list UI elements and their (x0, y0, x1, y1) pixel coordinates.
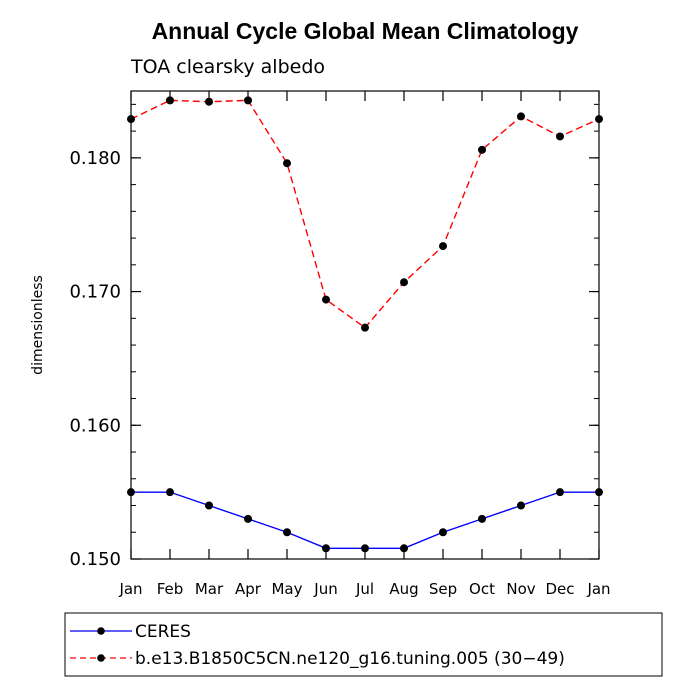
data-point (244, 514, 252, 523)
y-tick-label: 0.170 (69, 282, 121, 303)
data-point (595, 488, 603, 497)
data-point (478, 514, 486, 523)
y-tick-label: 0.160 (69, 415, 121, 436)
x-tick-label: Jul (355, 580, 374, 598)
chart-subtitle: TOA clearsky albedo (130, 56, 325, 78)
x-tick-label: Mar (195, 580, 224, 598)
data-point (361, 323, 369, 332)
data-point (127, 115, 135, 124)
legend-marker-model (97, 654, 105, 662)
chart-title: Annual Cycle Global Mean Climatology (152, 18, 579, 44)
data-point (478, 145, 486, 154)
data-point (556, 488, 564, 497)
data-point (439, 242, 447, 251)
data-point (283, 528, 291, 537)
data-point (400, 544, 408, 553)
series-line-0 (131, 491, 599, 549)
data-point (439, 528, 447, 537)
y-tick-labels: 0.150 0.160 0.170 0.180 (69, 148, 121, 570)
data-point (283, 159, 291, 168)
data-point (205, 97, 213, 106)
series-group (127, 96, 603, 553)
x-tick-label: Jan (118, 580, 142, 598)
legend-label-ceres: CERES (135, 622, 191, 642)
legend-box (64, 612, 663, 677)
legend-marker-ceres (97, 627, 105, 635)
data-point (322, 544, 330, 553)
y-tick-label: 0.150 (69, 549, 121, 570)
series-line-1 (130, 99, 600, 329)
data-point (400, 278, 408, 287)
y-axis-label: dimensionless (30, 275, 46, 375)
data-point (205, 501, 213, 510)
x-tick-label: Jun (313, 580, 337, 598)
x-tick-label: Aug (389, 580, 418, 598)
data-point (556, 132, 564, 141)
x-tick-label: Oct (469, 580, 495, 598)
data-point (166, 488, 174, 497)
data-point (127, 488, 135, 497)
x-tick-label: Sep (429, 580, 457, 598)
x-tick-labels: Jan Feb Mar Apr May Jun Jul Aug Sep Oct Nov Dec Jan (118, 580, 610, 598)
x-tick-label: Jan (586, 580, 610, 598)
x-tick-label: Apr (235, 580, 262, 598)
x-tick-label: Nov (506, 580, 535, 598)
data-point (361, 544, 369, 553)
y-ticks (131, 103, 599, 560)
x-tick-label: Dec (545, 580, 574, 598)
y-tick-label: 0.180 (69, 148, 121, 169)
data-point (517, 501, 525, 510)
data-point (166, 96, 174, 105)
legend: CERES b.e13.B1850C5CN.ne120_g16.tuning.0… (64, 612, 663, 677)
data-point (517, 112, 525, 121)
data-point (595, 115, 603, 124)
x-tick-label: Feb (157, 580, 184, 598)
data-point (244, 96, 252, 105)
legend-label-model: b.e13.B1850C5CN.ne120_g16.tuning.005 (30… (135, 649, 565, 669)
data-point (322, 295, 330, 304)
x-tick-label: May (271, 580, 302, 598)
